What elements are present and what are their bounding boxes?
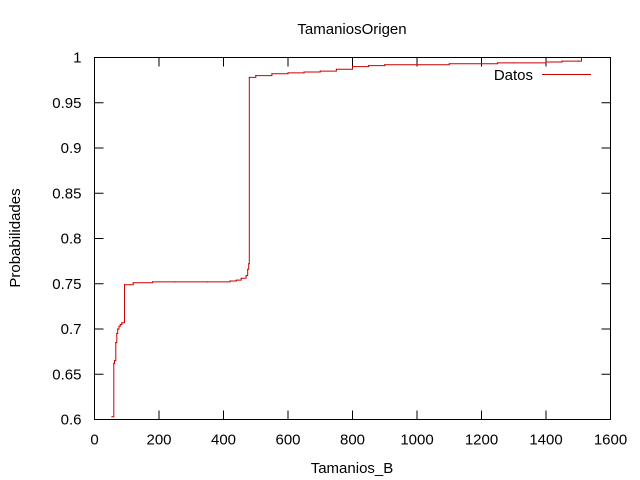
data-point [115,342,117,344]
x-tick-label: 600 [275,432,300,449]
data-point [319,70,321,72]
data-point [132,282,134,284]
data-point [206,281,208,283]
y-tick-label: 0.7 [61,321,82,338]
data-point [384,64,386,66]
y-tick-label: 1 [73,50,81,67]
data-point [255,75,257,77]
data-point [448,63,450,65]
data-point [271,73,273,75]
data-point [577,60,579,62]
data-point [287,72,289,74]
x-tick-label: 400 [211,432,236,449]
x-tick-label: 1400 [529,432,562,449]
data-point [123,284,126,286]
y-tick-label: 0.85 [52,185,81,202]
x-tick-label: 1600 [594,432,627,449]
data-point [118,325,120,327]
data-point [497,62,499,64]
data-point [121,322,123,324]
data-point [235,279,237,281]
series-layer [111,57,583,418]
y-axis-label: Probabilidades [7,188,24,287]
data-point [117,328,119,330]
data-point [416,64,418,66]
data-point [113,362,115,364]
data-point [247,268,249,270]
data-point [580,57,583,60]
plot-frame [94,57,611,420]
data-point [351,66,354,68]
data-point [152,281,154,283]
data-point [240,277,242,279]
data-point [116,332,118,335]
y-tick-label: 0.8 [61,231,82,248]
data-point [229,280,231,282]
data-point [113,360,116,362]
tick-labels: 0 200 400 600 800 1000 1200 1400 1600 0.6 0.65 0.7 0… [52,50,627,449]
data-point [111,416,113,418]
axis-ticks [94,57,611,420]
x-tick-label: 800 [340,432,365,449]
data-point [248,263,250,265]
data-point [480,63,483,65]
data-point [245,275,247,277]
y-tick-label: 0.75 [52,276,81,293]
data-point [119,323,121,326]
data-point [174,281,176,283]
x-tick-label: 1000 [400,432,433,449]
y-tick-label: 0.6 [61,412,82,429]
data-point [303,71,305,73]
data-point [368,65,370,67]
chart-title: TamaniosOrigen [297,21,406,38]
data-point [513,62,515,64]
series-line-datos [111,58,582,418]
legend: Datos [494,67,591,84]
y-tick-label: 0.9 [61,140,82,157]
data-point [561,60,563,62]
data-point [335,68,337,70]
y-tick-label: 0.65 [52,366,81,383]
x-tick-label: 1200 [465,432,498,449]
y-tick-label: 0.95 [52,95,81,112]
data-point [545,61,547,63]
legend-label: Datos [494,67,533,84]
x-tick-label: 200 [146,432,171,449]
x-tick-label: 0 [90,432,98,449]
x-axis-label: Tamanios_B [311,460,394,477]
data-point [248,76,250,78]
